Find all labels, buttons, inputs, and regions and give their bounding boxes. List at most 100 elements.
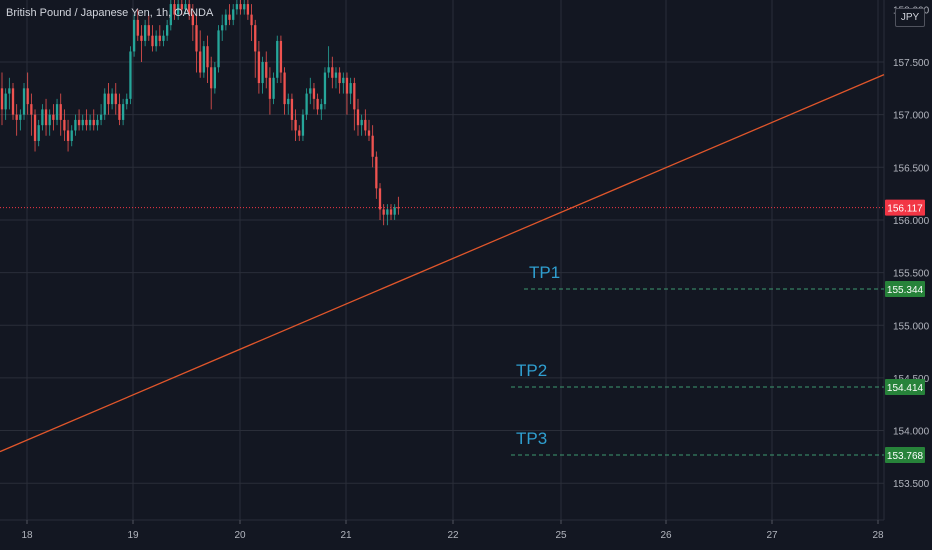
candle-body [294, 119, 297, 131]
candle-body [360, 119, 363, 126]
candle-body [202, 46, 205, 73]
candle-body [166, 25, 169, 36]
target-price-badge [885, 281, 925, 298]
candle-body [199, 51, 202, 73]
take-profit-targets: TP1 TP2 TP3 [511, 263, 884, 456]
candle-body [0, 88, 4, 110]
candle-body [147, 25, 150, 36]
price-tick-label: 157.000 [893, 111, 930, 122]
candle-body [132, 19, 136, 52]
candle-body [378, 188, 382, 210]
grid [0, 0, 884, 520]
candle-body [298, 130, 301, 136]
candle-body [41, 109, 44, 126]
candle-body [114, 93, 117, 105]
candle-body [96, 119, 99, 126]
candle-body [228, 14, 231, 20]
candle-body [276, 40, 279, 78]
price-tick-label: 156.500 [893, 163, 930, 174]
candle-body [125, 98, 128, 105]
candle-body [397, 207, 400, 209]
candle-body [121, 104, 125, 120]
candle-body [279, 40, 283, 73]
candle-body [356, 109, 360, 126]
target-label-tp1: TP1 [529, 263, 560, 282]
candle-body [33, 114, 37, 141]
target-label-tp2: TP2 [516, 361, 547, 380]
candle-body [143, 25, 147, 41]
candle-body [301, 114, 305, 136]
candle-body [85, 119, 88, 126]
time-tick-label: 27 [766, 530, 778, 541]
current-price-badge [885, 199, 925, 216]
candle-body [287, 98, 290, 105]
candle-body [63, 119, 66, 131]
candle-body [151, 35, 154, 47]
candle-body [353, 83, 356, 110]
price-tick-label: 153.500 [893, 479, 930, 490]
candle-body [15, 114, 18, 120]
candle-body [59, 104, 62, 120]
candle-body [37, 125, 40, 141]
candle-body [169, 4, 172, 26]
candle-body [386, 209, 389, 215]
candle-body [22, 88, 26, 115]
target-price-badge [885, 446, 925, 463]
candle-body [11, 88, 15, 115]
candle-body [327, 67, 330, 73]
candle-body [107, 93, 110, 105]
time-tick-label: 21 [340, 530, 352, 541]
candle-body [265, 62, 268, 78]
candle-body [243, 4, 246, 10]
candle-body [316, 98, 319, 110]
candle-body [173, 4, 176, 15]
price-tick-label: 155.000 [893, 321, 930, 332]
candle-body [52, 114, 55, 120]
candle-body [19, 114, 22, 120]
candle-body [191, 14, 194, 26]
candle-body [312, 88, 316, 99]
candle-body [118, 104, 121, 120]
candle-body [283, 72, 286, 105]
time-tick-label: 18 [21, 530, 33, 541]
candle-body [331, 67, 334, 78]
candle-body [221, 25, 224, 31]
target-label-tp3: TP3 [516, 429, 547, 448]
candle-body [213, 67, 217, 89]
candle-body [140, 35, 143, 41]
currency-button[interactable]: JPY [895, 8, 925, 27]
time-tick-label: 26 [660, 530, 672, 541]
candle-body [48, 114, 51, 126]
candle-body [257, 51, 261, 84]
target-price-badge [885, 378, 925, 395]
candle-body [382, 209, 385, 215]
candle-body [320, 104, 323, 110]
candle-body [103, 93, 106, 115]
candle-body [268, 77, 272, 99]
candle-body [55, 104, 59, 120]
candle-body [309, 88, 312, 94]
candle-body [334, 72, 338, 78]
candle-body [232, 9, 235, 20]
candle-body [261, 62, 264, 84]
candle-body [92, 119, 95, 126]
candle-body [158, 35, 161, 41]
price-badges: 156.117 155.344 154.414 153.768 [885, 199, 925, 463]
candle-body [364, 119, 367, 131]
candle-body [217, 30, 220, 68]
time-tick-label: 28 [872, 530, 884, 541]
candle-body [305, 93, 308, 115]
candle-body [184, 4, 187, 10]
candle-body [224, 14, 228, 26]
candle-body [342, 77, 345, 84]
candle-body [375, 156, 378, 189]
candle-body [371, 135, 374, 157]
candle-body [99, 114, 103, 120]
trendline[interactable] [0, 74, 885, 453]
time-tick-label: 19 [127, 530, 139, 541]
time-axis[interactable]: 18 19 20 21 22 25 26 27 28 [21, 520, 884, 541]
chart-title: British Pound / Japanese Yen, 1h, OANDA [6, 7, 214, 19]
candle-body [367, 130, 371, 136]
candle-body [162, 35, 165, 41]
